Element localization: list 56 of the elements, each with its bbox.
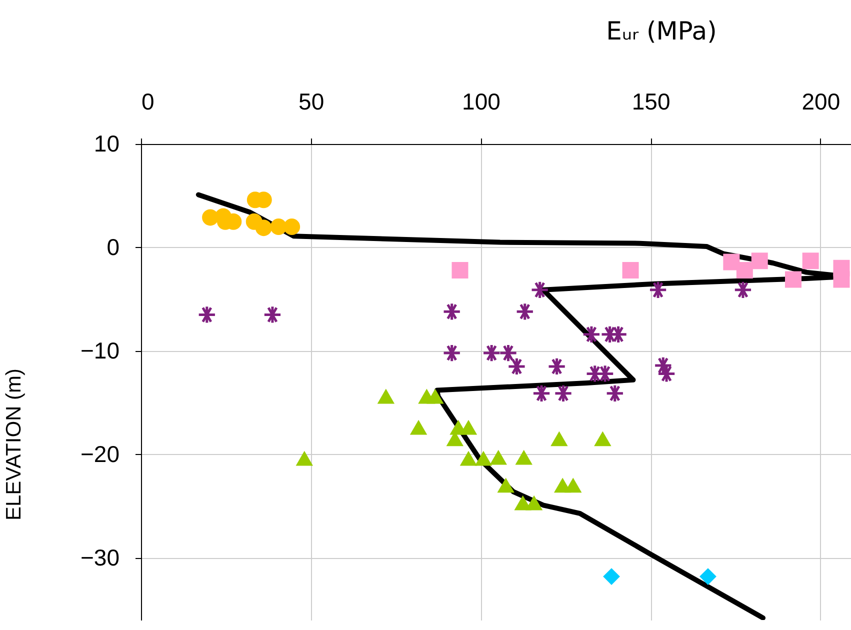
point [460,451,477,466]
point [751,252,768,270]
point [490,450,507,465]
x-tick-label: 0 [142,88,154,114]
point [284,218,300,236]
point [532,384,551,403]
x-tick-label: 100 [462,88,500,114]
point [198,305,216,324]
point [554,384,573,403]
point [603,568,620,585]
x-tick-label: 50 [298,88,324,114]
point [507,357,526,376]
point [296,451,313,466]
point [442,344,462,362]
point [622,262,639,278]
x-tick-label: 200 [802,88,840,114]
point [736,262,753,278]
y-tick-label: −30 [80,544,120,570]
point [460,420,477,435]
point [582,325,601,344]
point [606,384,624,403]
x-tick-label: 150 [632,88,670,114]
point [734,280,752,300]
point [482,344,501,362]
point [723,254,740,270]
point [530,280,550,300]
point [426,389,444,404]
point [442,302,462,321]
point [526,496,542,510]
point [833,271,850,288]
point [498,344,518,362]
point [452,262,468,278]
y-tick-label: −10 [80,337,120,364]
point [475,451,492,466]
point [270,218,287,236]
point [255,220,272,236]
point [514,496,532,510]
y-axis-title: ELEVATION (m) [2,368,26,521]
x-axis-title: Eᵤᵣ (MPa) [606,16,717,46]
y-tick-label: 0 [106,234,120,260]
point [648,280,668,300]
y-tick-label: 10 [94,130,120,156]
point [550,432,568,446]
point [498,478,514,493]
point [547,357,566,376]
point [802,252,819,270]
point [410,420,427,435]
y-tick-label: −20 [80,440,120,467]
point [785,271,802,288]
point [378,389,394,404]
point [700,568,716,585]
point [594,432,611,446]
point [564,478,582,493]
point [516,302,534,321]
point [263,305,282,324]
point [516,450,532,465]
